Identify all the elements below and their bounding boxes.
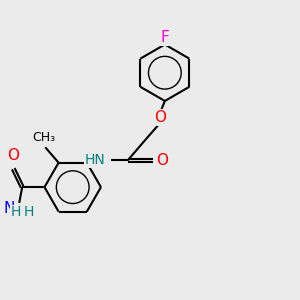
Text: H: H (23, 206, 34, 219)
Text: O: O (157, 153, 169, 168)
Text: O: O (7, 148, 19, 164)
Text: O: O (154, 110, 166, 125)
Text: HN: HN (85, 153, 105, 167)
Text: F: F (160, 30, 169, 45)
Text: CH₃: CH₃ (32, 131, 55, 144)
Text: N: N (3, 201, 14, 216)
Text: H: H (11, 206, 21, 219)
